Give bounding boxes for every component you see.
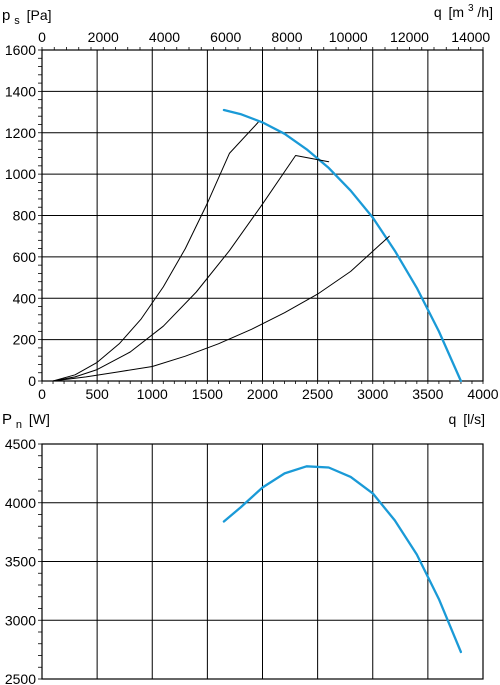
top-tick-label: 6000 [210,29,241,45]
top-tick-label: 8000 [271,29,302,45]
top-tick-label: 12000 [390,29,429,45]
x-tick-label: 0 [38,386,46,402]
y-tick-label: 1400 [5,83,36,99]
system-curve [52,155,330,382]
top-x-axis-label: q [m 3 /h] [434,0,493,20]
x-tick-label: 3500 [412,386,443,402]
upper-y-label-sub: s [14,15,20,27]
lower-y-axis-label: P n [W] [2,411,50,431]
top-x-label-main: q [434,4,442,20]
y-tick-label: 2500 [5,671,36,685]
top-tick-label: 4000 [149,29,180,45]
top-x-label-unit: [m [449,4,465,20]
y-tick-label: 800 [13,208,37,224]
y-tick-label: 3000 [5,612,36,628]
lower-y-label-sub: n [16,419,22,431]
power-curve [222,465,463,654]
y-tick-label: 1600 [5,42,36,58]
upper-y-label-unit: [Pa] [27,7,52,23]
y-tick-label: 400 [13,290,37,306]
y-tick-label: 4500 [5,436,36,452]
top-tick-label: 10000 [329,29,368,45]
system-curve [52,121,259,382]
y-tick-label: 0 [28,373,36,389]
y-tick-label: 1200 [5,125,36,141]
lower-y-label-main: P [2,411,12,428]
y-tick-label: 1000 [5,166,36,182]
x-tick-label: 2000 [247,386,278,402]
x-tick-label: 3000 [357,386,388,402]
y-tick-label: 200 [13,332,37,348]
y-tick-label: 4000 [5,495,36,511]
fan-curve [222,108,463,383]
x-tick-label: 2500 [302,386,333,402]
top-x-label-unit-end: /h] [477,4,493,20]
top-x-label-sup: 3 [468,3,474,14]
system-curve [52,235,390,382]
x-tick-label: 1000 [137,386,168,402]
top-tick-label: 0 [38,29,46,45]
x-tick-label: 500 [85,386,109,402]
lower-y-label-unit: [W] [29,411,50,427]
y-tick-label: 600 [13,249,37,265]
power-plot: 2500 3000 3500 4000 4500 [5,436,484,685]
x-tick-label: 1500 [192,386,223,402]
top-tick-label: 2000 [88,29,119,45]
bottom-x-axis-label: q [l/s] [449,411,485,427]
bottom-x-label-main: q [449,411,457,427]
upper-y-label-main: p [2,7,10,24]
top-tick-label: 14000 [451,29,490,45]
upper-y-axis-label: p s [Pa] [2,7,52,27]
bottom-x-label-unit: [l/s] [463,411,485,427]
x-tick-label: 4000 [467,386,498,402]
y-tick-label: 3500 [5,554,36,570]
